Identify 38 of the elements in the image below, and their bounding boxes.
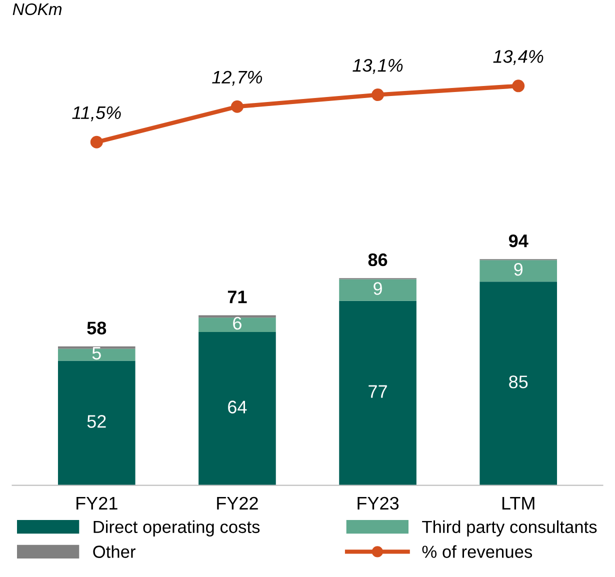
bar	[480, 282, 558, 486]
data-label: 9	[514, 262, 523, 276]
total-label: 71	[228, 290, 247, 304]
data-label: 5	[92, 346, 101, 360]
legend-label: Direct operating costs	[94, 520, 260, 537]
data-label: 6	[233, 316, 242, 330]
text: NOKm	[12, 3, 62, 16]
legend-label: Other	[93, 545, 136, 558]
data-label: 85	[509, 376, 528, 388]
x-tick-label: FY23	[358, 496, 399, 510]
total-label: 58	[87, 322, 106, 334]
point	[372, 88, 384, 102]
x-tick-label: FY21	[76, 496, 118, 510]
bar	[198, 318, 276, 332]
data-label: 77	[368, 385, 387, 398]
data-label: 52	[87, 415, 106, 428]
data-label: 13,1%	[352, 58, 403, 74]
data-label: 13,4%	[493, 50, 544, 66]
x-tick-label: LTM	[502, 497, 534, 510]
bar	[198, 332, 276, 486]
bar	[58, 360, 136, 486]
total-label: 86	[368, 253, 388, 266]
bar	[480, 260, 558, 282]
bar	[58, 348, 136, 361]
point	[512, 80, 525, 92]
legend-label: % of revenues	[422, 545, 532, 558]
point	[90, 136, 103, 148]
bar	[339, 300, 416, 486]
point	[230, 100, 244, 113]
data-label: 12,7%	[212, 70, 262, 86]
data-label: 64	[228, 400, 247, 414]
bar	[339, 279, 416, 301]
data-label: 11,5%	[72, 106, 121, 122]
bar	[198, 315, 276, 318]
x-tick-label: FY22	[217, 496, 258, 510]
data-label: 9	[374, 282, 382, 295]
legend-label: Third party consultants	[422, 520, 597, 537]
total-label: 94	[508, 234, 528, 248]
